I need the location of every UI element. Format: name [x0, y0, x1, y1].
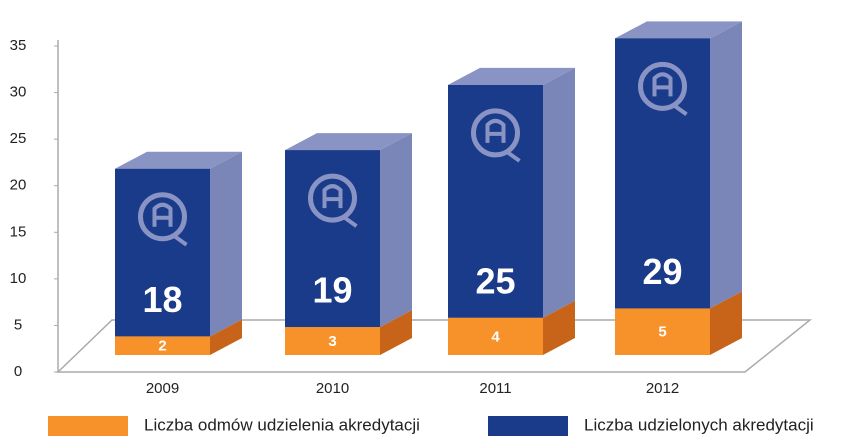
- value-label: 19: [312, 270, 352, 311]
- bar-front: [615, 38, 710, 309]
- logo-ring: [638, 61, 687, 111]
- logo-mark: [485, 118, 521, 163]
- bar-segment: [448, 67, 575, 318]
- bar-front: [115, 336, 210, 355]
- bar-top: [115, 151, 242, 169]
- bar-side: [710, 291, 742, 355]
- bar-segment: [285, 133, 412, 328]
- x-tick-label: 2010: [316, 380, 349, 397]
- legend-swatch: [488, 416, 568, 436]
- logo-ring: [138, 192, 187, 242]
- x-tick-label: 2009: [146, 380, 179, 397]
- value-label: 4: [491, 328, 500, 345]
- value-label: 25: [475, 260, 515, 301]
- legend-swatch: [48, 416, 128, 436]
- bar-side: [543, 300, 575, 355]
- bar-front: [285, 150, 380, 328]
- value-label: 5: [658, 324, 666, 341]
- bar-top: [285, 133, 412, 151]
- y-tick-label: 35: [10, 37, 27, 54]
- bar-side: [710, 21, 742, 309]
- bar-front: [285, 327, 380, 355]
- x-tick-label: 2012: [646, 380, 679, 397]
- legend-label: Liczba udzielonych akredytacji: [584, 415, 814, 434]
- logo-mark: [652, 72, 688, 116]
- value-label: 29: [642, 251, 682, 292]
- bar-side: [380, 133, 412, 328]
- logo-mark: [152, 202, 188, 247]
- legend-label: Liczba odmów udzielenia akredytacji: [144, 415, 420, 434]
- y-tick-label: 30: [10, 84, 27, 101]
- y-tick-label: 5: [14, 316, 22, 333]
- bar-top: [448, 67, 575, 85]
- bar-front: [448, 317, 543, 355]
- y-tick-label: 0: [14, 363, 22, 380]
- value-label: 2: [158, 338, 166, 355]
- bar-front: [448, 84, 543, 318]
- logo-ring: [471, 108, 520, 158]
- x-tick-label: 2011: [479, 380, 511, 397]
- y-tick-label: 25: [10, 130, 27, 147]
- logo-ring: [308, 173, 357, 223]
- bar-segment: [615, 21, 742, 309]
- bar-top: [615, 21, 742, 39]
- value-label: 18: [142, 279, 182, 320]
- bar-side: [210, 151, 242, 337]
- logo-mark: [322, 184, 358, 228]
- floor: [56, 319, 813, 373]
- y-tick-label: 10: [10, 270, 27, 287]
- bar-front: [615, 308, 710, 355]
- bar-side: [543, 67, 575, 318]
- bar-side: [380, 310, 412, 355]
- bar-side: [210, 319, 242, 355]
- value-label: 3: [328, 333, 336, 350]
- y-tick-label: 20: [10, 177, 27, 194]
- y-tick-label: 15: [10, 223, 27, 240]
